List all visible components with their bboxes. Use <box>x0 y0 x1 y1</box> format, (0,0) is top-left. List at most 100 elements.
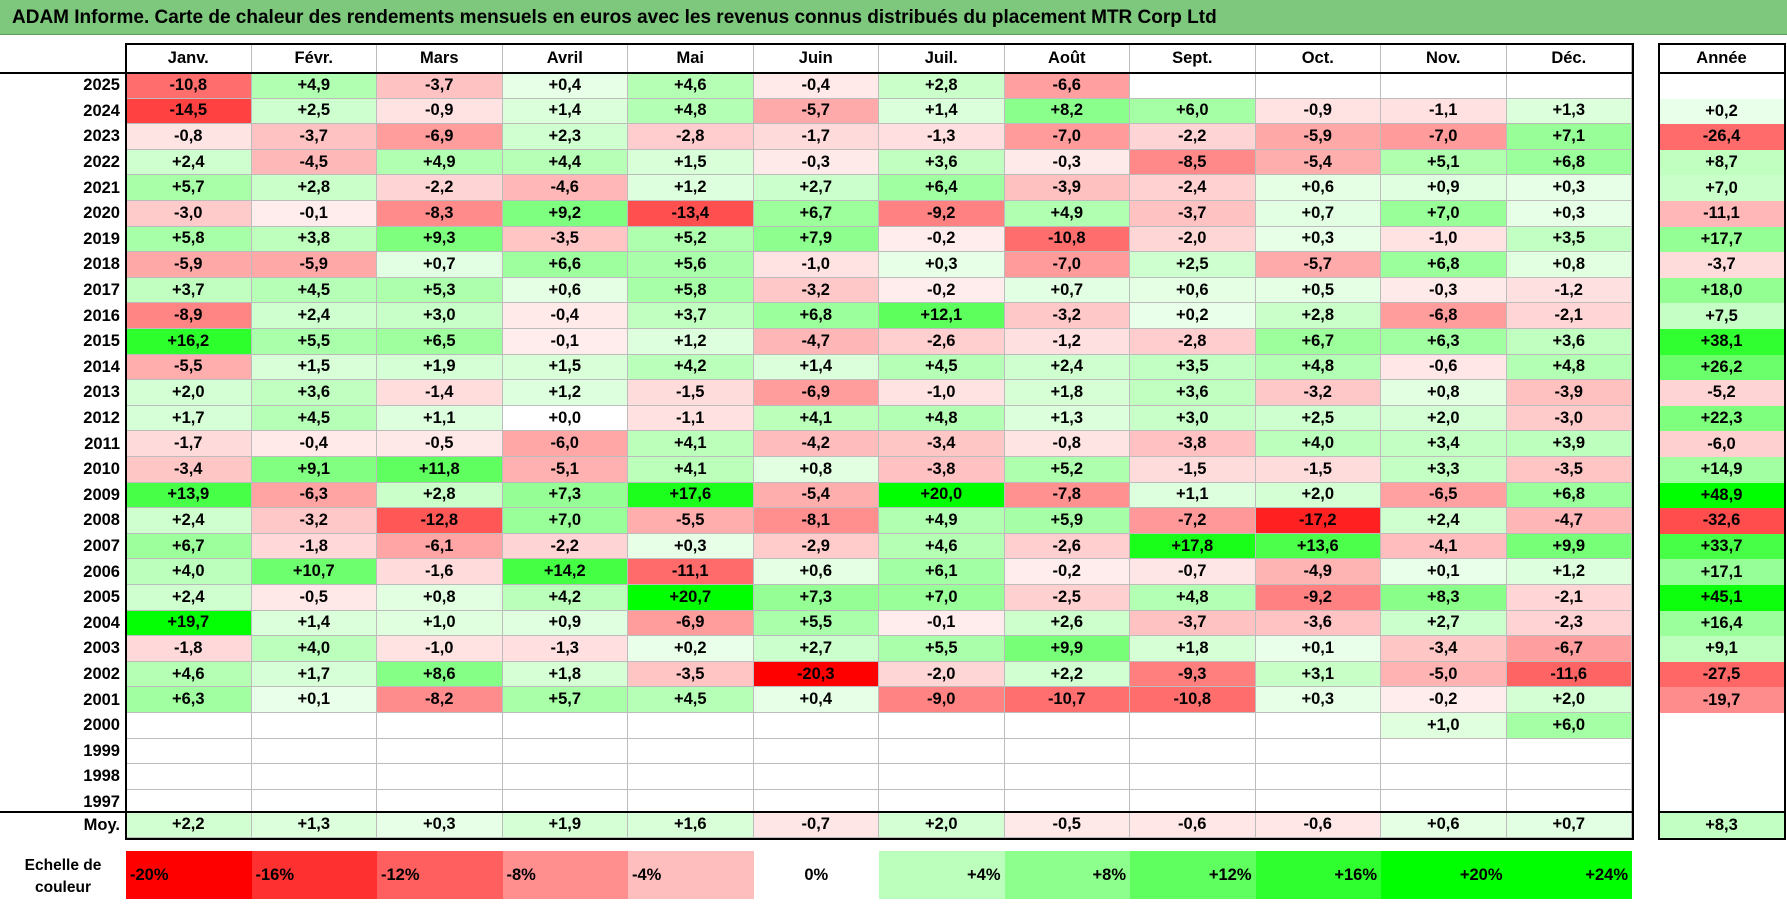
year-label: 2018 <box>83 255 120 274</box>
average-annual-cell: +8,3 <box>1659 812 1784 838</box>
annual-cell: +48,9 <box>1659 482 1784 509</box>
heatmap-cell: +2,7 <box>753 175 879 201</box>
heatmap-cell <box>1255 764 1381 790</box>
heatmap-cell: -0,3 <box>1381 277 1507 304</box>
heatmap-cell: +6,8 <box>753 303 879 329</box>
year-label: 1998 <box>83 767 120 786</box>
year-label: 2019 <box>83 229 120 248</box>
heatmap-cell: +0,7 <box>1255 201 1381 227</box>
year-label: 2007 <box>83 537 120 556</box>
year-label: 2013 <box>83 383 120 402</box>
heatmap-cell: +2,7 <box>1381 610 1507 637</box>
heatmap-cell: -3,0 <box>1506 405 1632 432</box>
heatmap-cell: +4,1 <box>628 431 754 457</box>
heatmap-cell: -0,4 <box>753 73 879 99</box>
heatmap-cell: +6,7 <box>126 533 252 560</box>
chart-title: ADAM Informe. Carte de chaleur des rende… <box>0 0 1787 35</box>
heatmap-cell: +2,4 <box>251 303 377 329</box>
heatmap-cell <box>1130 73 1256 99</box>
heatmap-cell: +6,4 <box>879 175 1005 201</box>
heatmap-cell: -2,5 <box>1004 585 1130 611</box>
heatmap-cell <box>377 738 503 765</box>
heatmap-cell: -0,9 <box>1255 98 1381 125</box>
heatmap-cell: -5,5 <box>126 354 252 381</box>
heatmap-cell: +1,4 <box>879 98 1005 125</box>
month-header: Avril <box>502 44 628 73</box>
heatmap-cell: -1,5 <box>1130 457 1256 483</box>
heatmap-cell: -0,3 <box>1004 149 1130 176</box>
month-header: Nov. <box>1381 44 1507 73</box>
heatmap-cell: -0,5 <box>251 585 377 611</box>
heatmap-cell: +0,8 <box>753 457 879 483</box>
annual-cell: +17,7 <box>1659 226 1784 253</box>
year-label: 2020 <box>83 204 120 223</box>
heatmap-cell: +0,6 <box>1130 277 1256 304</box>
year-label: 2014 <box>83 357 120 376</box>
annual-cell: -5,2 <box>1659 380 1784 406</box>
heatmap-cell: -1,7 <box>753 124 879 150</box>
month-header: Janv. <box>126 44 252 73</box>
heatmap-cell: +3,7 <box>628 303 754 329</box>
heatmap-cell: +1,4 <box>251 610 377 637</box>
heatmap-cell <box>126 764 252 790</box>
heatmap-cell: +5,1 <box>1381 149 1507 176</box>
heatmap-cell: -1,3 <box>502 636 628 662</box>
heatmap-cell: +6,7 <box>753 201 879 227</box>
heatmap-cell <box>1381 73 1507 99</box>
heatmap-cell: -8,2 <box>377 687 503 713</box>
heatmap-cell: -6,9 <box>628 610 754 637</box>
color-scale-swatch: -12% <box>377 851 503 899</box>
average-cell: +2,2 <box>126 812 252 838</box>
heatmap-cell: +2,8 <box>1255 303 1381 329</box>
heatmap-cell: +4,8 <box>1130 585 1256 611</box>
heatmap-cell: -2,2 <box>502 533 628 560</box>
heatmap-cell: -6,3 <box>251 482 377 509</box>
annual-cell <box>1659 764 1784 790</box>
month-header: Févr. <box>251 44 377 73</box>
heatmap-cell: +3,5 <box>1130 354 1256 381</box>
heatmap-cell: +7,0 <box>502 508 628 534</box>
heatmap-cell: +4,6 <box>628 73 754 99</box>
heatmap-cell: +0,5 <box>1255 277 1381 304</box>
heatmap-cell: -0,8 <box>126 124 252 150</box>
heatmap-cell <box>628 764 754 790</box>
heatmap-cell <box>502 738 628 765</box>
heatmap-cell: -3,0 <box>126 201 252 227</box>
heatmap-cell: +4,9 <box>1004 201 1130 227</box>
heatmap-cell: +6,0 <box>1506 713 1632 739</box>
heatmap-cell: +1,4 <box>753 354 879 381</box>
heatmap-cell: +6,6 <box>502 252 628 278</box>
heatmap-cell: +10,7 <box>251 559 377 585</box>
heatmap-cell: -4,7 <box>1506 508 1632 534</box>
heatmap-cell: -7,0 <box>1381 124 1507 150</box>
heatmap-cell: +0,2 <box>1130 303 1256 329</box>
heatmap-cell: +1,2 <box>502 380 628 406</box>
heatmap-cell: +4,8 <box>879 405 1005 432</box>
heatmap-cell: +9,1 <box>251 457 377 483</box>
year-label: 2010 <box>83 460 120 479</box>
color-scale-swatch: +4% <box>879 851 1005 899</box>
heatmap-cell: +5,2 <box>628 226 754 253</box>
heatmap-cell: +4,1 <box>628 457 754 483</box>
color-scale-swatch: +16% <box>1255 851 1381 899</box>
heatmap-cell: -9,0 <box>879 687 1005 713</box>
year-label: 2025 <box>83 76 120 95</box>
heatmap-cell: -1,5 <box>1255 457 1381 483</box>
color-scale-swatch: -4% <box>628 851 754 899</box>
heatmap-cell: +1,3 <box>1004 405 1130 432</box>
heatmap-cell: -3,7 <box>251 124 377 150</box>
heatmap-cell: +2,4 <box>1381 508 1507 534</box>
annual-cell: +17,1 <box>1659 559 1784 585</box>
year-label: 1999 <box>83 741 120 760</box>
heatmap-cell: +5,5 <box>753 610 879 637</box>
heatmap-cell: +3,8 <box>251 226 377 253</box>
heatmap-cell: +3,1 <box>1255 661 1381 688</box>
heatmap-cell: -4,1 <box>1381 533 1507 560</box>
heatmap-cell: +3,6 <box>879 149 1005 176</box>
heatmap-cell: -8,9 <box>126 303 252 329</box>
heatmap-cell: -10,8 <box>1004 226 1130 253</box>
heatmap-cell: +17,6 <box>628 482 754 509</box>
heatmap-cell: -0,2 <box>1004 559 1130 585</box>
heatmap-cell: +0,3 <box>1255 687 1381 713</box>
heatmap-cell: -6,9 <box>753 380 879 406</box>
